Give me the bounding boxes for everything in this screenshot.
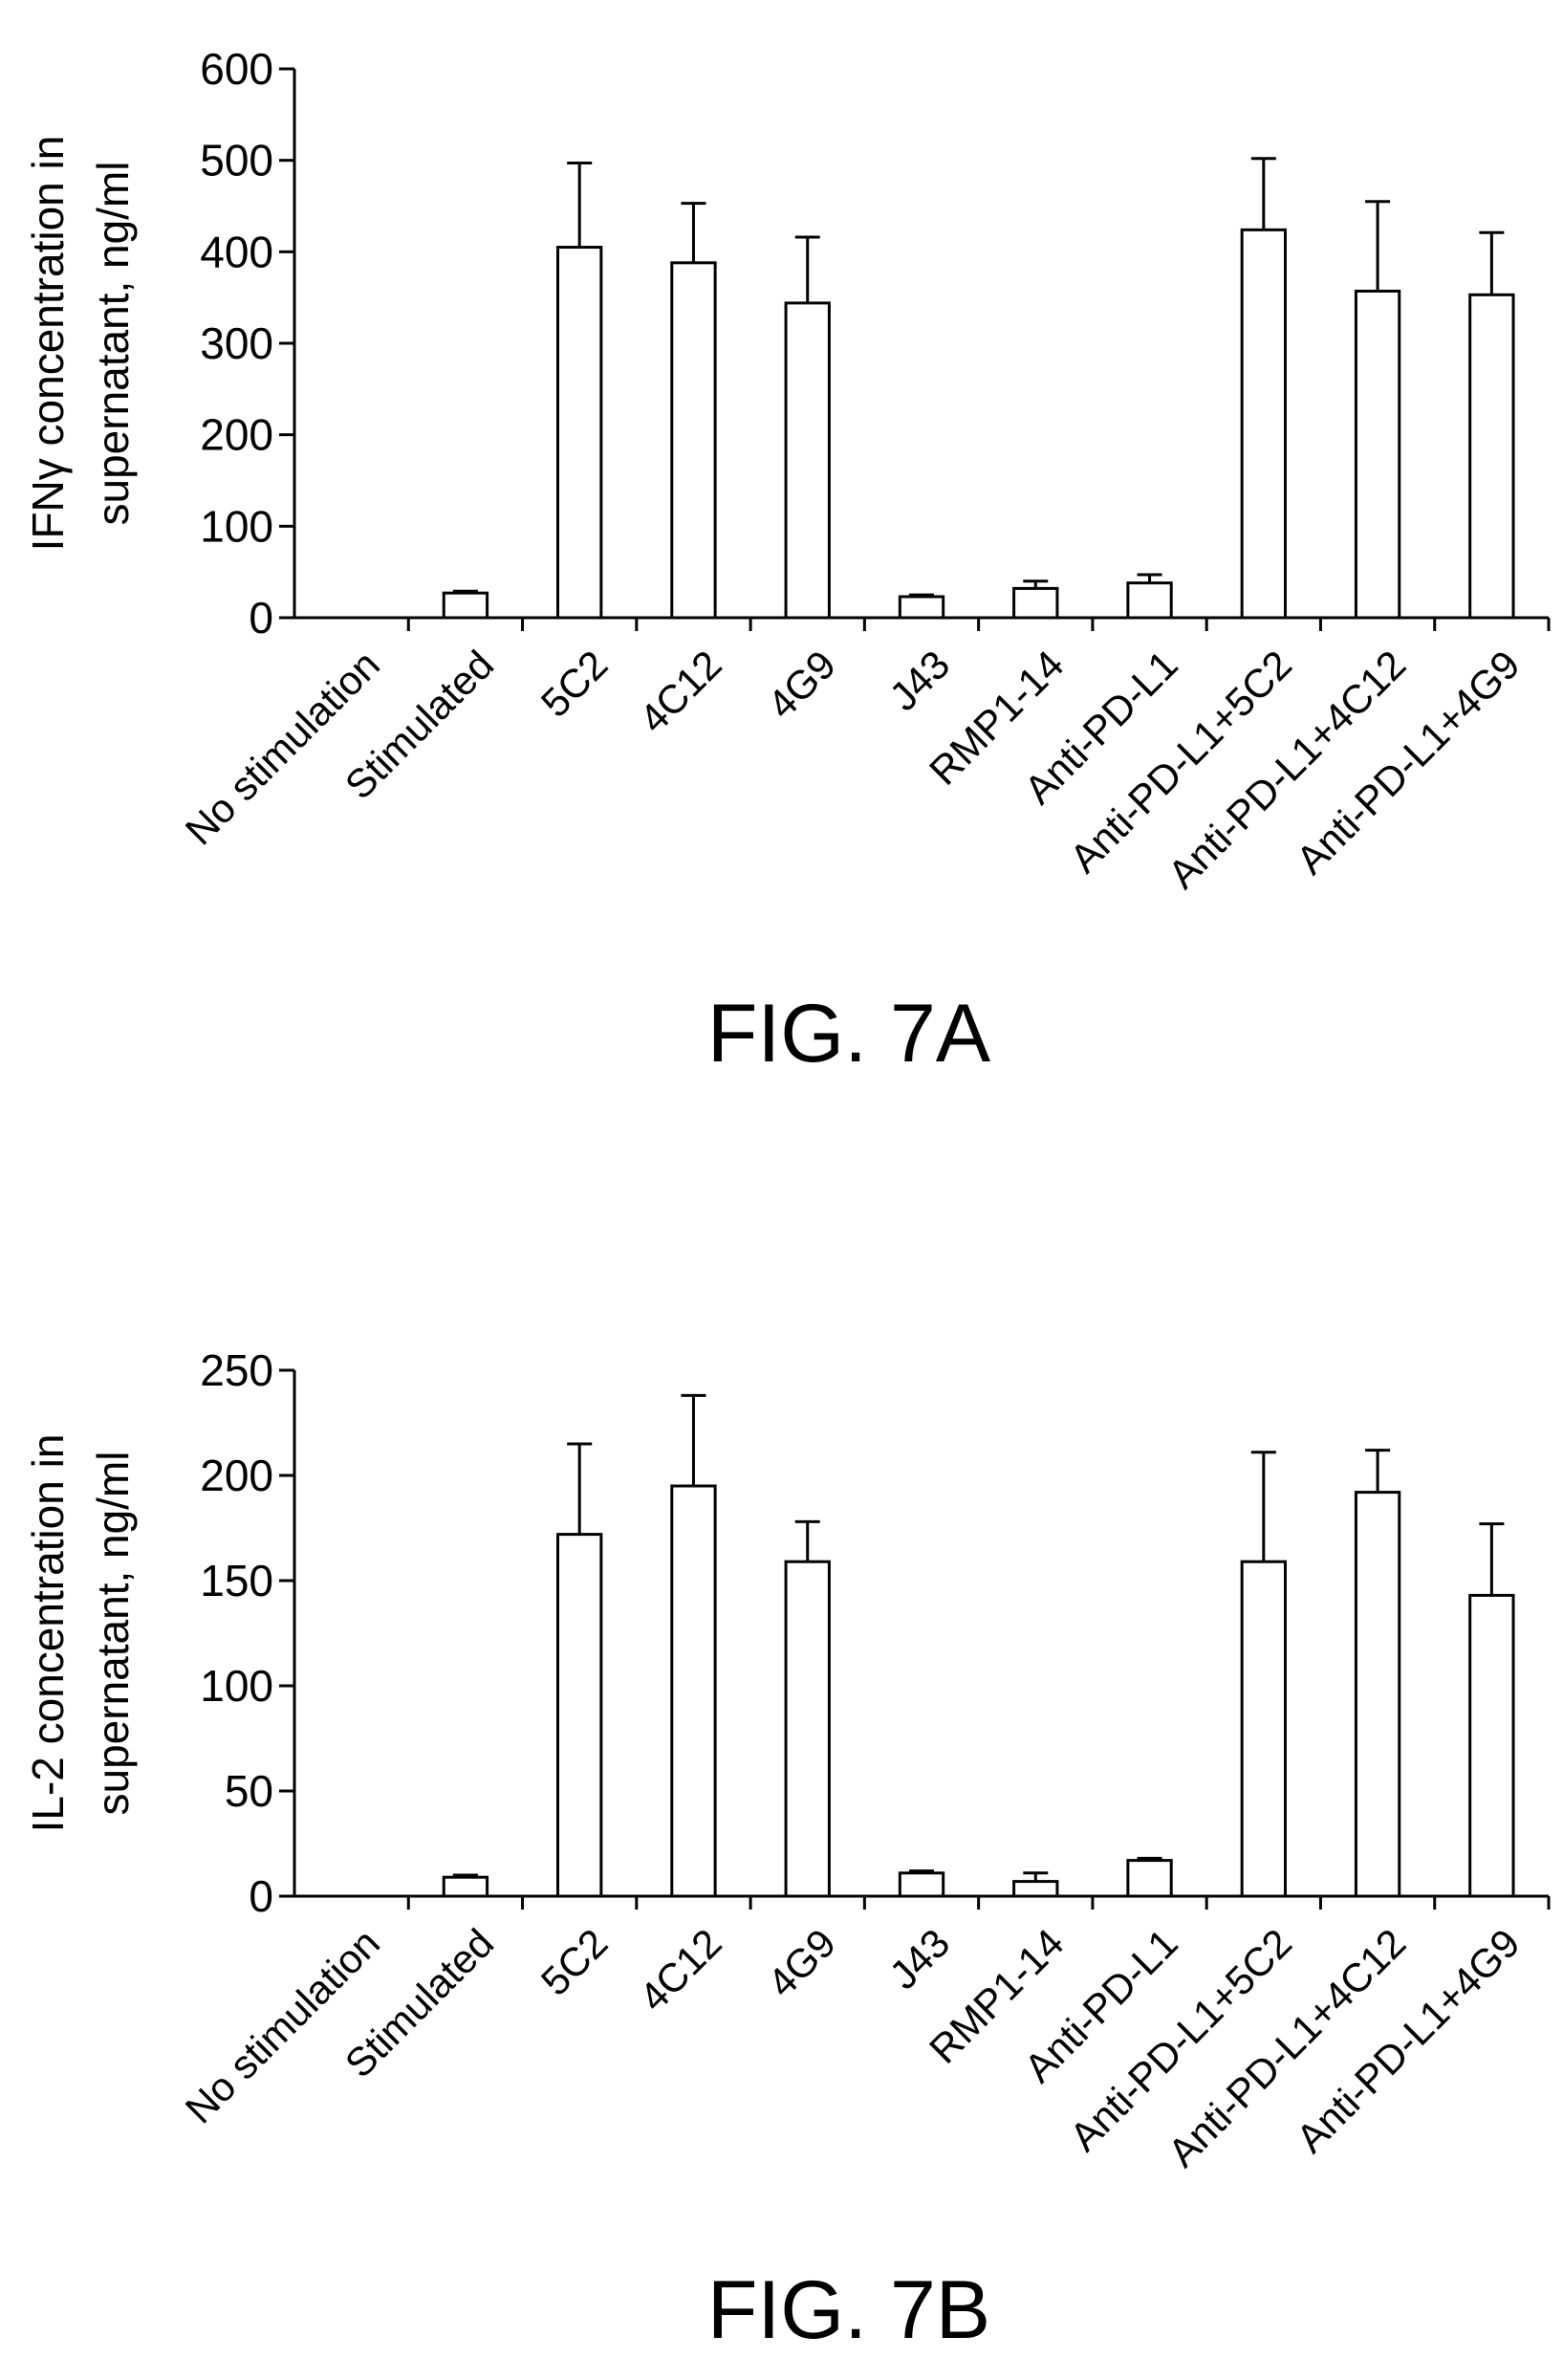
bar: [784, 301, 831, 620]
y-tick-label: 600: [200, 44, 273, 94]
y-tick-label: 0: [249, 593, 273, 643]
bar: [898, 1871, 945, 1898]
y-axis-label: IL-2 concentration in: [23, 1434, 73, 1833]
bar: [442, 1875, 489, 1898]
y-tick-label: 100: [200, 501, 273, 551]
bar: [1354, 289, 1401, 620]
y-axis-label: IFNγ concentration in: [23, 136, 73, 552]
figure-caption-7a: FIG. 7A: [707, 988, 991, 1080]
y-tick-label: 200: [200, 1451, 273, 1500]
y-tick-label: 250: [200, 1345, 273, 1395]
figure-caption-7b: FIG. 7B: [707, 2264, 990, 2356]
bar: [442, 591, 489, 620]
y-tick-label: 0: [249, 1871, 273, 1921]
y-tick-label: 150: [200, 1556, 273, 1605]
x-tick-label: J43: [880, 1920, 958, 1998]
bar: [1012, 1880, 1059, 1898]
y-tick-label: 500: [200, 136, 273, 186]
bar: [1468, 293, 1515, 620]
x-tick-label: 4G9: [759, 1920, 844, 2005]
x-tick-label: No stimulation: [177, 642, 388, 853]
bar: [1126, 1859, 1173, 1898]
y-tick-label: 50: [225, 1766, 273, 1816]
bar: [1354, 1491, 1401, 1898]
bar: [670, 1484, 717, 1898]
y-tick-label: 100: [200, 1661, 273, 1711]
x-tick-label: No stimulation: [177, 1920, 388, 2131]
bar: [556, 1533, 603, 1898]
bar: [1012, 586, 1059, 620]
bar: [1240, 228, 1287, 620]
bar: [670, 261, 717, 620]
bar: [1126, 581, 1173, 620]
x-tick-label: J43: [880, 642, 958, 719]
bar: [1240, 1560, 1287, 1898]
x-tick-label: 5C2: [532, 642, 617, 726]
y-axis-label: supernatant, ng/ml: [88, 161, 138, 525]
bar: [1468, 1593, 1515, 1898]
y-axis-label: supernatant, ng/ml: [88, 1451, 138, 1815]
x-tick-label: 5C2: [532, 1920, 617, 2004]
x-tick-label: 4G9: [759, 642, 844, 727]
bar: [898, 595, 945, 620]
x-tick-label: 4C12: [631, 642, 730, 741]
bar: [556, 246, 603, 620]
x-tick-label: 4C12: [631, 1920, 730, 2020]
y-tick-label: 200: [200, 410, 273, 460]
y-tick-label: 300: [200, 318, 273, 368]
bar: [784, 1560, 831, 1898]
y-tick-label: 400: [200, 227, 273, 276]
